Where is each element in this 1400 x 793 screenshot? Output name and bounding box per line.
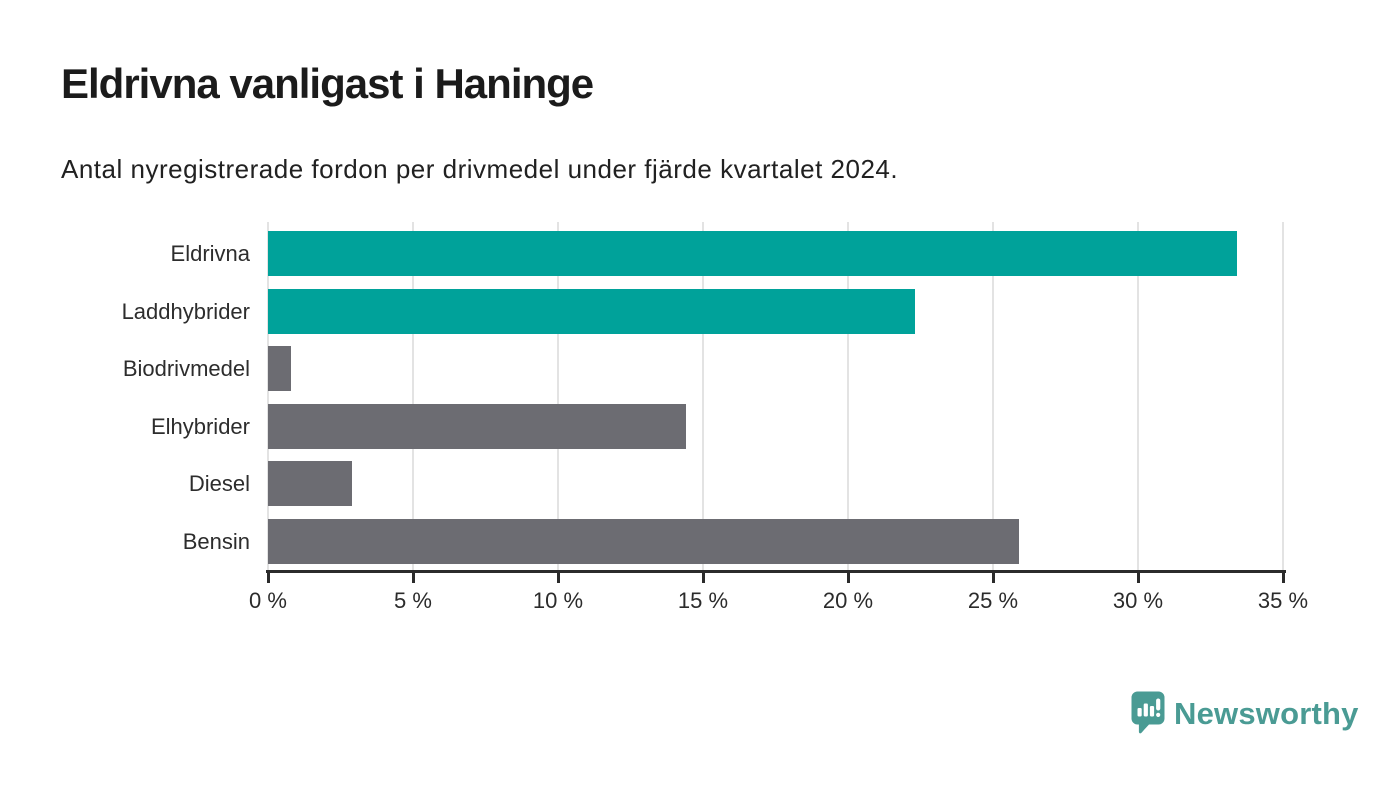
x-axis-tick-label: 35 % <box>1257 588 1309 613</box>
gridline <box>1282 222 1284 570</box>
bar-chart: Eldrivna Laddhybrider Biodrivmedel Elhybrid… <box>0 222 1400 570</box>
category-label: Diesel <box>188 471 250 496</box>
x-axis-tick <box>1281 573 1285 583</box>
x-axis-tick-label: 5 % <box>394 588 432 613</box>
bar-eldrivna <box>268 231 1237 277</box>
bar-bensin <box>268 518 1020 564</box>
x-axis-tick-label: 20 % <box>822 588 874 613</box>
x-axis-tick <box>1136 573 1140 583</box>
bar-diesel <box>268 461 353 507</box>
gridline <box>1137 222 1139 570</box>
newsworthy-logo-text: Newsworthy <box>1174 695 1359 731</box>
gridline <box>847 222 849 570</box>
chart-subtitle: Antal nyregistrerade fordon per drivmede… <box>61 154 899 184</box>
newsworthy-logo: Newsworthy <box>1131 691 1359 736</box>
x-axis-line <box>266 570 1286 573</box>
category-label: Laddhybrider <box>121 298 250 324</box>
x-axis-tick <box>991 573 995 583</box>
x-axis-tick-label: 15 % <box>677 588 729 613</box>
newsworthy-logo-icon <box>1131 691 1165 734</box>
x-axis: 0 % 5 % 10 % 15 % 20 % 25 % 30 % 35 % <box>249 570 1308 620</box>
category-label: Bensin <box>182 528 250 554</box>
gridline <box>992 222 994 570</box>
x-axis-tick-label: 10 % <box>532 588 584 613</box>
x-axis-tick <box>846 573 850 583</box>
x-axis-tick <box>411 573 415 583</box>
x-axis-tick <box>556 573 560 583</box>
category-label: Biodrivmedel <box>122 356 250 381</box>
chart-title: Eldrivna vanligast i Haninge <box>61 60 594 107</box>
plot-area <box>267 222 1284 570</box>
x-axis-tick-label: 30 % <box>1112 588 1164 613</box>
gridline <box>557 222 559 570</box>
x-axis-tick-label: 25 % <box>967 588 1019 613</box>
gridline <box>702 222 704 570</box>
gridline <box>412 222 414 570</box>
category-label: Elhybrider <box>150 413 250 439</box>
bar-elhybrider <box>268 403 686 449</box>
category-label: Eldrivna <box>170 241 250 266</box>
category-labels: Eldrivna Laddhybrider Biodrivmedel Elhybrid… <box>0 225 250 570</box>
x-axis-tick <box>701 573 705 583</box>
gridline <box>267 222 269 570</box>
bar-laddhybrider <box>268 288 915 334</box>
bar-biodrivmedel <box>268 346 292 392</box>
x-axis-tick <box>266 573 270 583</box>
x-axis-tick-label: 0 % <box>249 588 287 613</box>
